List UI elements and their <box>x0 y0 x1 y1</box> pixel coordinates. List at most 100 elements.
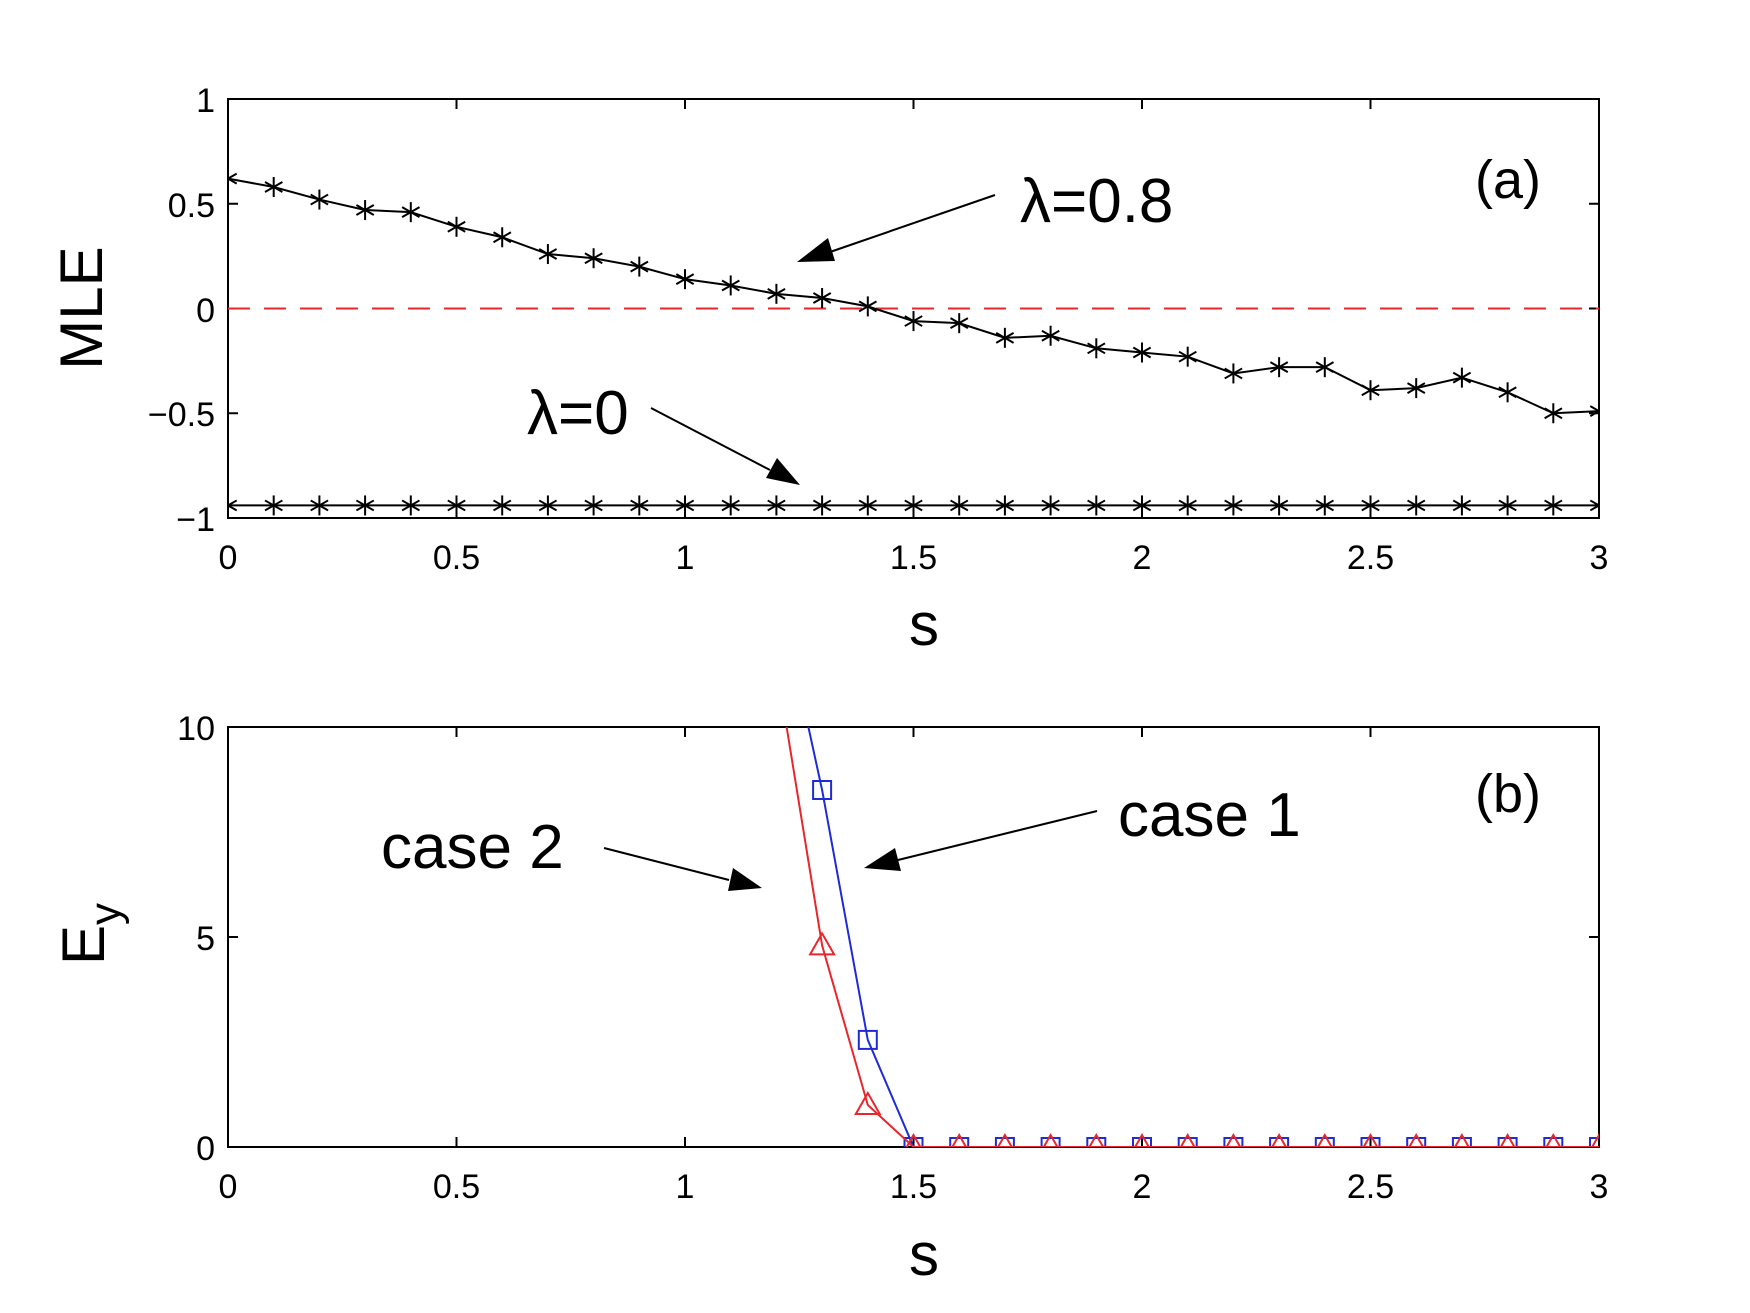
asterisk-stroke <box>1361 499 1380 512</box>
panel-label-a: (a) <box>1475 150 1541 210</box>
asterisk-stroke <box>767 287 786 300</box>
data-point <box>538 495 558 516</box>
data-point <box>447 495 466 516</box>
asterisk-stroke <box>1452 371 1472 384</box>
y-tick-label: −1 <box>176 501 215 539</box>
x-axis-label-a: s <box>909 591 939 658</box>
data-point <box>1177 1137 1198 1147</box>
asterisk-stroke <box>1361 384 1380 397</box>
asterisk-stroke <box>228 177 238 185</box>
asterisk-stroke <box>493 499 512 512</box>
data-point <box>493 495 512 516</box>
annotation-case-2: case 2 <box>381 813 564 882</box>
series-line <box>785 727 1599 1147</box>
data-point <box>264 495 283 516</box>
series-line <box>228 177 1599 415</box>
data-point <box>355 200 375 221</box>
asterisk-stroke <box>401 206 420 218</box>
data-point <box>721 275 740 296</box>
data-point <box>1179 1132 1196 1147</box>
asterisk-stroke <box>858 300 877 313</box>
data-point <box>1087 338 1106 359</box>
asterisk-stroke <box>1132 346 1152 359</box>
data-point <box>1590 1132 1599 1147</box>
asterisk-stroke <box>1178 499 1197 512</box>
data-point <box>228 168 238 189</box>
data-point <box>310 189 329 210</box>
asterisk-stroke <box>1589 499 1599 507</box>
data-point <box>1224 363 1243 384</box>
data-point <box>1224 495 1243 516</box>
data-point <box>1498 382 1517 403</box>
asterisk-stroke <box>1544 407 1563 420</box>
data-point <box>1132 342 1152 363</box>
data-point <box>1362 1132 1379 1147</box>
asterisk-stroke <box>401 499 420 512</box>
asterisk-stroke <box>447 220 466 233</box>
y-tick-label: 0 <box>196 292 215 330</box>
asterisk-stroke <box>950 499 969 512</box>
asterisk-stroke <box>904 499 923 512</box>
data-point <box>1225 1132 1242 1147</box>
asterisk-stroke <box>1224 499 1243 512</box>
y-tick-label: 0.5 <box>168 187 215 225</box>
data-point <box>1452 367 1472 388</box>
data-point <box>584 495 603 516</box>
panel-b: 10 5 0 0 0.5 1 1.5 2 2.5 3 s E y (b) cas… <box>50 710 1608 1288</box>
data-point <box>995 495 1015 516</box>
data-point <box>1407 378 1426 399</box>
y-axis-label-b: E y <box>50 903 130 965</box>
asterisk-stroke <box>995 331 1015 344</box>
annotation-case-1: case 1 <box>1118 781 1301 850</box>
data-point <box>1497 1137 1518 1147</box>
data-point <box>1360 1137 1381 1147</box>
data-point <box>905 1132 922 1147</box>
data-point <box>1544 495 1563 516</box>
data-point <box>1132 1137 1152 1147</box>
asterisk-stroke <box>1087 342 1106 355</box>
asterisk-stroke <box>1498 499 1517 512</box>
asterisk-stroke <box>1589 410 1599 418</box>
data-point <box>995 327 1015 348</box>
x-tick-label: 1 <box>676 1168 695 1206</box>
data-point <box>538 244 558 265</box>
asterisk-stroke <box>310 499 329 512</box>
data-point <box>812 495 832 516</box>
asterisk-stroke <box>812 292 832 304</box>
asterisk-stroke <box>675 273 695 286</box>
y-axis-label-main: E <box>50 925 117 965</box>
data-point <box>1271 1132 1288 1147</box>
data-point <box>1087 495 1106 516</box>
data-point <box>996 1132 1013 1147</box>
asterisk-stroke <box>1224 367 1243 380</box>
asterisk-stroke <box>538 248 558 260</box>
arrow-lambda-0 <box>650 407 800 485</box>
asterisk-stroke <box>584 499 603 512</box>
asterisk-stroke <box>264 181 283 193</box>
data-point <box>1133 1132 1151 1147</box>
data-point <box>1314 1137 1335 1147</box>
data-point <box>1178 346 1197 367</box>
asterisk-stroke <box>904 315 923 327</box>
arrow-lambda-08 <box>797 194 996 262</box>
y-tick-label: 1 <box>196 82 215 120</box>
data-point <box>1545 1132 1562 1147</box>
asterisk-stroke <box>721 499 740 512</box>
y-tick-label: 0 <box>196 1130 215 1168</box>
x-axis-label-b: s <box>909 1221 939 1288</box>
x-tick-label: 0 <box>219 1168 238 1206</box>
asterisk-stroke <box>310 193 329 206</box>
asterisk-stroke <box>1315 499 1334 512</box>
data-point <box>1451 1137 1472 1147</box>
data-point <box>812 288 832 309</box>
data-point <box>630 495 649 516</box>
y-tick-label: 5 <box>196 920 215 958</box>
data-point <box>808 931 836 956</box>
asterisk-stroke <box>228 172 238 180</box>
annotation-lambda-08: λ=0.8 <box>1020 167 1173 236</box>
x-tick-label: 1.5 <box>890 1168 937 1206</box>
data-point <box>950 313 969 334</box>
asterisk-stroke <box>538 499 558 512</box>
data-point <box>675 495 695 516</box>
